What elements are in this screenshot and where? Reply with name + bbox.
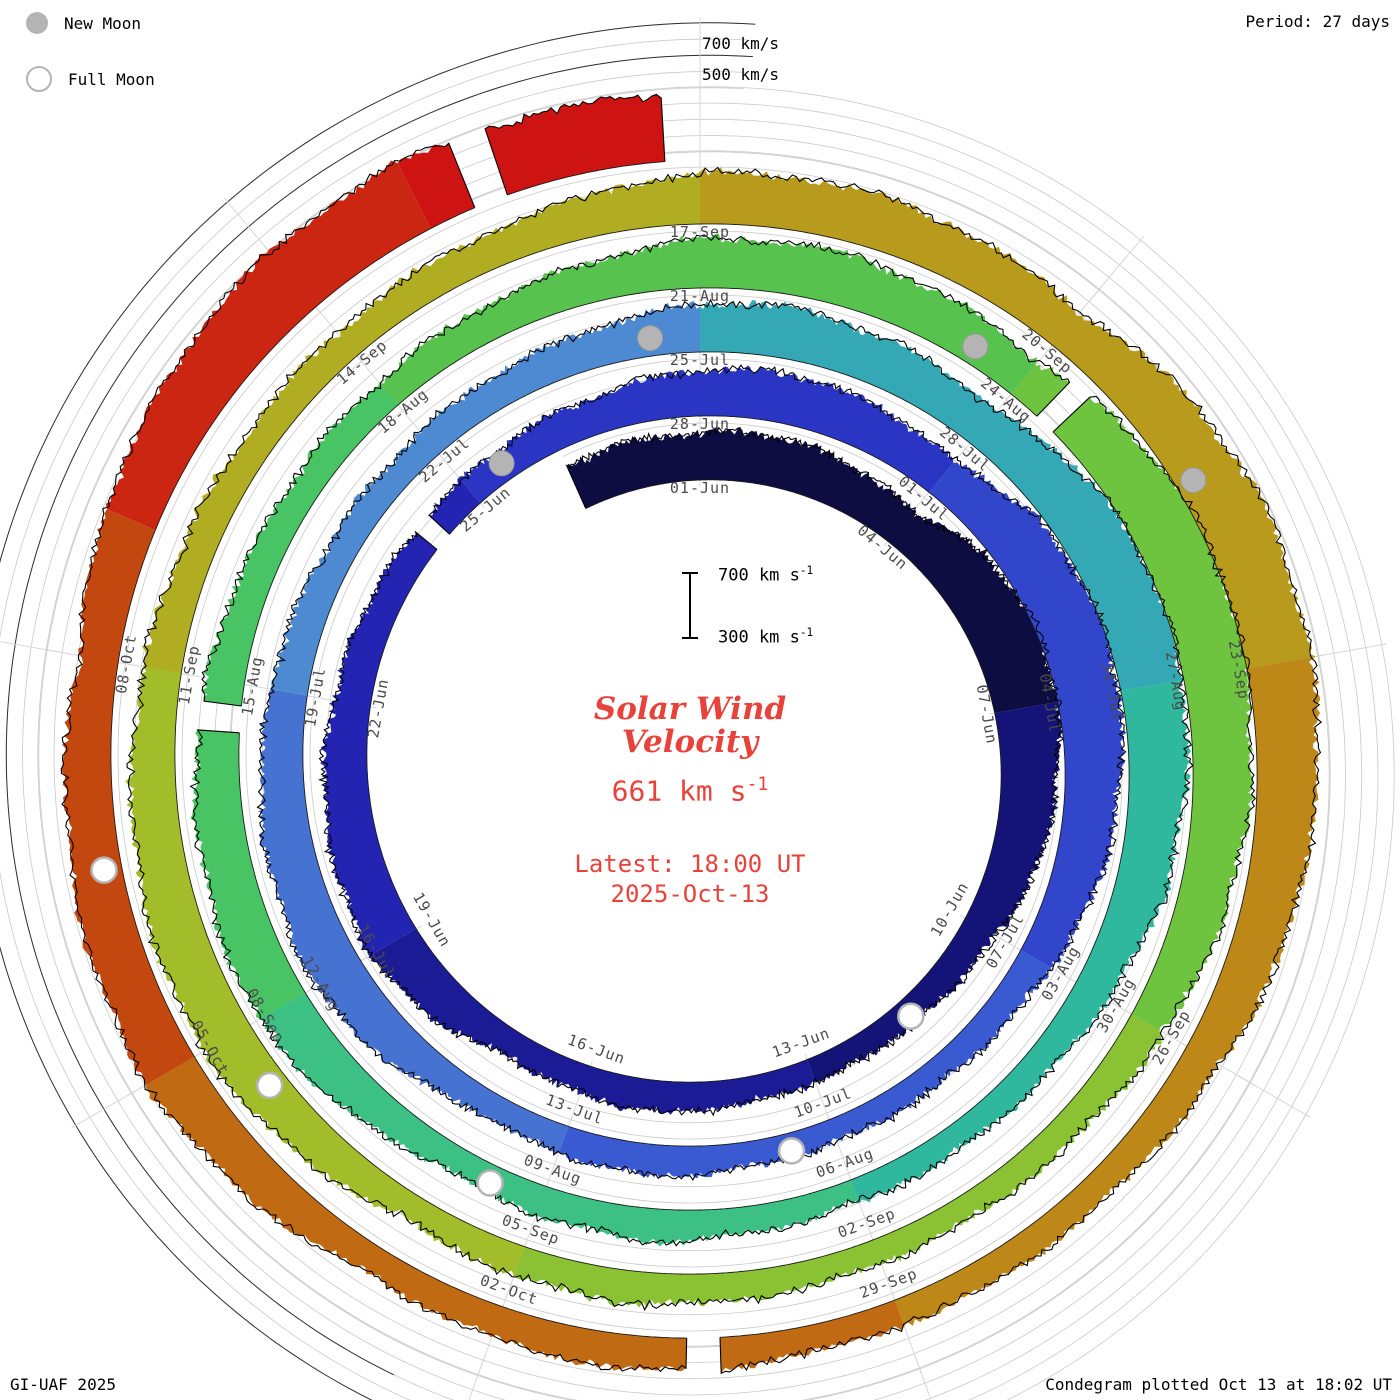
gridline-label-700: 700 km/s xyxy=(702,34,780,53)
trace-outline xyxy=(60,93,1323,1375)
scale-high-exp: -1 xyxy=(799,564,814,577)
center-scale-bar xyxy=(682,572,698,639)
date-tick-label: 01-Jun xyxy=(670,479,730,497)
center-annotation: Solar Wind Velocity 661 km s-1 Latest: 1… xyxy=(488,691,892,909)
full-moon-marker xyxy=(476,1169,504,1197)
legend-new-moon-label: New Moon xyxy=(64,13,142,33)
velocity-bands xyxy=(61,94,1321,1374)
full-moon-icon xyxy=(26,66,52,92)
new-moon-marker xyxy=(637,325,664,352)
period-label: Period: 27 days xyxy=(1245,12,1391,31)
scale-low-exp: -1 xyxy=(799,626,814,639)
latest-velocity-value: 661 km s-1 xyxy=(611,773,769,808)
moon-markers xyxy=(90,325,1207,1197)
new-moon-marker xyxy=(488,450,515,477)
date-tick-label: 17-Sep xyxy=(670,223,730,241)
latest-time: Latest: 18:00 UT 2025-Oct-13 xyxy=(488,849,892,909)
date-tick-label: 21-Aug xyxy=(670,287,730,305)
credit-label: GI-UAF 2025 xyxy=(10,1375,116,1394)
chart-title-line2: Velocity xyxy=(621,724,759,761)
scale-label-low: 300 km s-1 xyxy=(718,626,813,648)
new-moon-marker xyxy=(962,333,989,360)
chart-title-line1: Solar Wind xyxy=(593,691,787,727)
moon-legend: New Moon Full Moon xyxy=(26,8,155,120)
latest-time-line2: 2025-Oct-13 xyxy=(610,880,770,909)
full-moon-marker xyxy=(897,1002,925,1030)
latest-time-line1: Latest: 18:00 UT xyxy=(574,850,806,879)
chart-title: Solar Wind Velocity xyxy=(488,691,892,761)
legend-new-moon: New Moon xyxy=(26,8,155,38)
scale-high-text: 700 km s xyxy=(718,565,800,586)
new-moon-marker xyxy=(1180,467,1207,494)
full-moon-marker xyxy=(777,1137,806,1165)
full-moon-marker xyxy=(255,1071,284,1100)
scale-label-high: 700 km s-1 xyxy=(718,564,813,586)
date-tick-label: 25-Jul xyxy=(670,351,730,369)
new-moon-icon xyxy=(26,12,48,34)
plotted-timestamp: Condegram plotted Oct 13 at 18:02 UT xyxy=(1045,1375,1392,1394)
date-tick-label: 28-Jun xyxy=(670,415,730,433)
legend-full-moon-label: Full Moon xyxy=(68,69,155,89)
full-moon-marker xyxy=(90,856,118,884)
scale-low-text: 300 km s xyxy=(718,627,800,648)
legend-full-moon: Full Moon xyxy=(26,64,155,94)
gridline-label-500: 500 km/s xyxy=(702,65,780,84)
